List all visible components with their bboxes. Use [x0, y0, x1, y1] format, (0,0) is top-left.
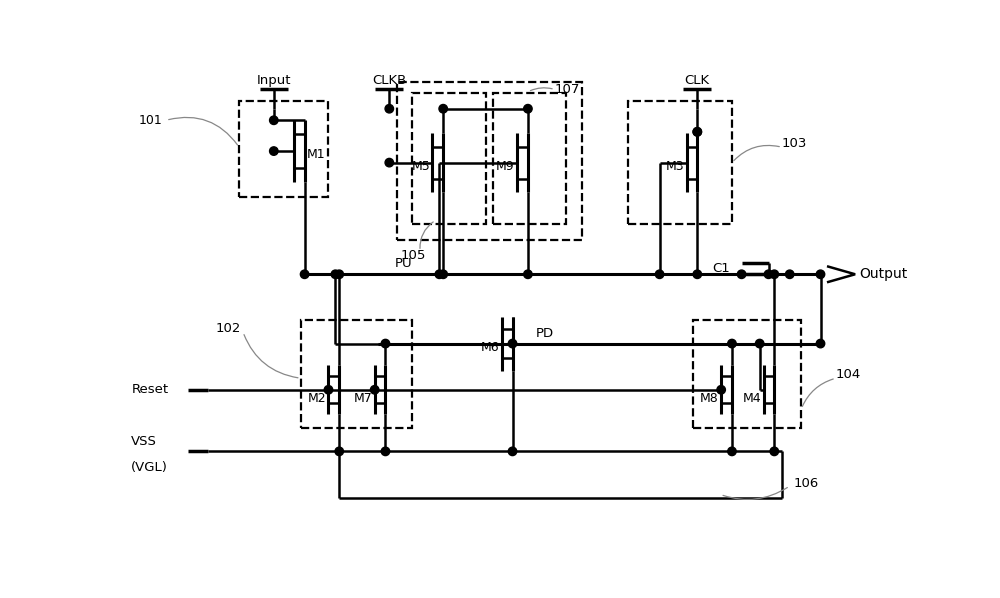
Text: 105: 105	[401, 249, 426, 261]
Text: M7: M7	[354, 392, 372, 405]
Circle shape	[524, 270, 532, 279]
Text: M6: M6	[481, 341, 499, 354]
Circle shape	[816, 270, 825, 279]
Circle shape	[693, 270, 702, 279]
Circle shape	[381, 447, 390, 456]
Circle shape	[300, 270, 309, 279]
Bar	[412, 93, 486, 224]
Circle shape	[785, 270, 794, 279]
Text: M1: M1	[307, 148, 326, 161]
Text: 102: 102	[216, 322, 241, 335]
Text: PU: PU	[395, 257, 412, 270]
Text: C1: C1	[712, 263, 730, 276]
Text: 104: 104	[836, 368, 861, 381]
Circle shape	[770, 270, 779, 279]
Text: CLKB: CLKB	[372, 74, 406, 87]
Text: Output: Output	[859, 267, 907, 281]
Text: M8: M8	[700, 392, 719, 405]
Text: M5: M5	[411, 160, 430, 173]
Circle shape	[717, 386, 725, 394]
Text: M2: M2	[308, 392, 326, 405]
Text: (VGL): (VGL)	[131, 462, 168, 474]
Circle shape	[270, 147, 278, 155]
Circle shape	[764, 270, 773, 279]
Circle shape	[439, 270, 447, 279]
Circle shape	[728, 339, 736, 348]
Circle shape	[335, 270, 343, 279]
Text: VSS: VSS	[131, 435, 157, 448]
Circle shape	[508, 447, 517, 456]
Circle shape	[755, 339, 764, 348]
Circle shape	[816, 339, 825, 348]
Circle shape	[655, 270, 664, 279]
Text: M3: M3	[666, 160, 684, 173]
Text: 106: 106	[794, 477, 819, 490]
Text: 107: 107	[555, 83, 580, 96]
Bar	[239, 101, 328, 197]
Bar	[301, 321, 412, 428]
Bar	[628, 101, 732, 224]
Text: M4: M4	[743, 392, 761, 405]
Circle shape	[728, 447, 736, 456]
Circle shape	[370, 386, 379, 394]
Circle shape	[693, 127, 702, 136]
Circle shape	[439, 105, 447, 113]
Text: CLK: CLK	[685, 74, 710, 87]
Circle shape	[435, 270, 444, 279]
Text: Reset: Reset	[131, 383, 168, 396]
Bar	[397, 82, 582, 240]
Text: M9: M9	[496, 160, 515, 173]
Circle shape	[770, 447, 779, 456]
Circle shape	[335, 447, 343, 456]
Circle shape	[693, 127, 702, 136]
Circle shape	[385, 158, 394, 167]
Circle shape	[331, 270, 340, 279]
Circle shape	[381, 339, 390, 348]
Text: Input: Input	[257, 74, 291, 87]
Circle shape	[270, 116, 278, 124]
Circle shape	[524, 105, 532, 113]
Bar	[693, 321, 801, 428]
Circle shape	[385, 105, 394, 113]
Text: 101: 101	[139, 114, 163, 127]
Text: PD: PD	[536, 327, 554, 340]
Bar	[493, 93, 566, 224]
Circle shape	[324, 386, 333, 394]
Circle shape	[508, 339, 517, 348]
Text: 103: 103	[782, 137, 807, 150]
Circle shape	[737, 270, 746, 279]
